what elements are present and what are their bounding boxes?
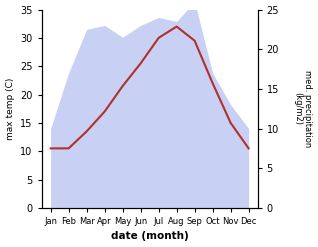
Y-axis label: med. precipitation
(kg/m2): med. precipitation (kg/m2)	[293, 70, 313, 147]
X-axis label: date (month): date (month)	[111, 231, 189, 242]
Y-axis label: max temp (C): max temp (C)	[5, 78, 15, 140]
